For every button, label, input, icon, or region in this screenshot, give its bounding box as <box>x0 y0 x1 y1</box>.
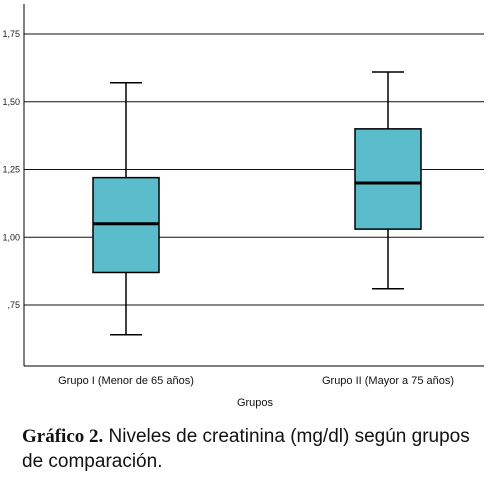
y-tick-label: 1,75 <box>2 29 20 39</box>
y-tick-labels: ,75 1,00 1,25 1,50 1,75 <box>2 29 20 310</box>
iqr-box <box>354 128 422 230</box>
y-tick-label: 1,25 <box>2 165 20 175</box>
box-plot-chart: ,75 1,00 1,25 1,50 1,75 Grupo I (Menor de 65… <box>2 4 484 409</box>
figure-caption: Gráfico 2. Niveles de creatinina (mg/dl)… <box>22 424 482 474</box>
boxes <box>92 71 422 336</box>
x-axis-title: Grupos <box>237 397 274 409</box>
category-label: Grupo II (Mayor a 75 años) <box>322 375 454 387</box>
category-label: Grupo I (Menor de 65 años) <box>58 375 194 387</box>
box-group <box>92 82 160 336</box>
y-tick-label: ,75 <box>7 300 20 310</box>
y-tick-label: 1,00 <box>2 232 20 242</box>
y-tick-label: 1,50 <box>2 97 20 107</box>
caption-text: Niveles de creatinina (mg/dl) según grup… <box>22 426 470 472</box>
box-group <box>354 71 422 290</box>
caption-label: Gráfico 2. <box>22 426 104 447</box>
category-labels: Grupo I (Menor de 65 años) Grupo II (Mayo… <box>58 375 454 387</box>
